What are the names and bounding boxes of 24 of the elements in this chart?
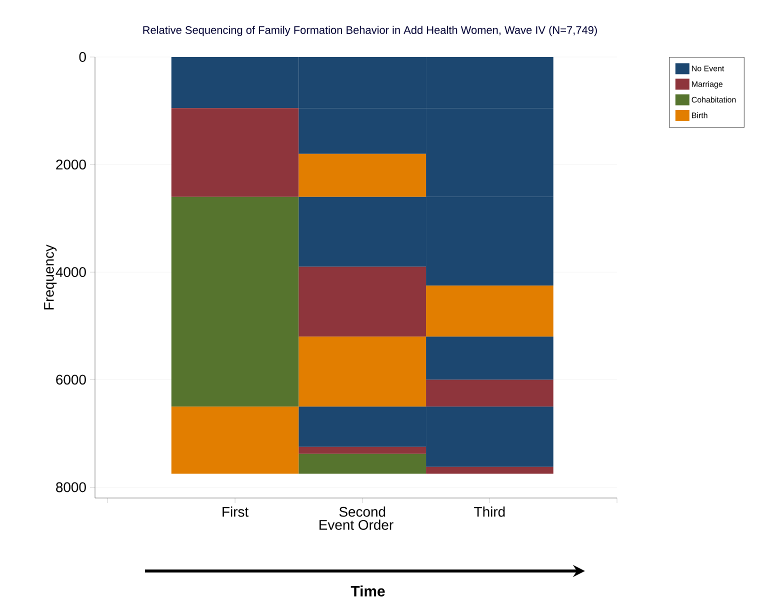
x-axis-title: Event Order [320, 520, 394, 530]
y-tick-label: 4000 [56, 267, 86, 278]
y-tick-label: 0 [79, 52, 86, 62]
bar [298, 154, 426, 197]
bar [298, 454, 426, 474]
bar [426, 466, 554, 474]
x-tick-label: Third [474, 506, 505, 517]
bar [298, 266, 426, 337]
y-tick-label: 6000 [56, 374, 86, 385]
bar [426, 286, 554, 337]
x-tick-label: Second [339, 506, 386, 517]
bar [426, 336, 554, 380]
bar [171, 406, 299, 474]
text: Time [350, 586, 385, 596]
y-axis-title: Frequency [44, 244, 57, 310]
bar [298, 336, 426, 407]
x-tick-label: First [222, 506, 249, 517]
y-tick-label: 8000 [56, 482, 86, 492]
bar [171, 196, 299, 407]
bar [171, 108, 299, 197]
bar [426, 380, 554, 407]
y-tick-label: 2000 [56, 160, 86, 170]
chart-title: Relative Sequencing of Family Formation Behavior in Add Health Women, Wave IV (N=7,749) [143, 26, 597, 36]
bar [298, 446, 426, 454]
